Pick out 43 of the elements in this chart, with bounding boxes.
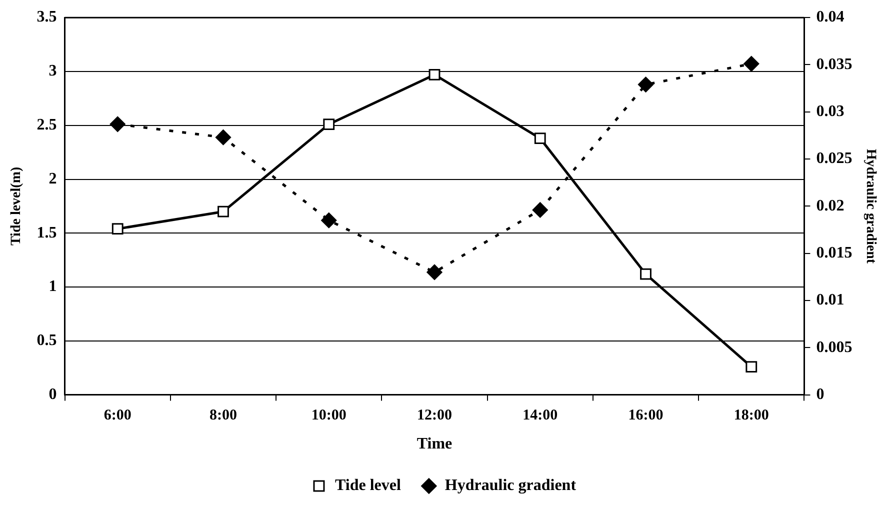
- point: [112, 223, 124, 235]
- y-tick-label: 1: [48, 278, 57, 296]
- y2-tick-label: 0.01: [816, 292, 844, 309]
- y2-tick-label: 0.025: [816, 150, 852, 168]
- y-axis-title: Tide level(m): [9, 166, 24, 246]
- point: [321, 212, 337, 228]
- x-tick-label: 14:00: [522, 408, 558, 424]
- x-tick-label: 10:00: [311, 408, 346, 424]
- y2-tick-label: 0.005: [816, 338, 852, 356]
- point: [218, 206, 229, 218]
- point: [428, 69, 440, 80]
- point: [532, 202, 548, 218]
- point: [323, 118, 335, 130]
- y-tick-label: 3: [48, 62, 57, 80]
- point: [640, 268, 652, 280]
- y-tick-label: 2.5: [36, 116, 57, 134]
- y-tick-label: 0: [48, 386, 57, 403]
- x-tick-label: 16:00: [628, 408, 664, 424]
- y2-tick-label: 0.02: [816, 197, 844, 214]
- y-tick-label: 3.5: [36, 8, 57, 26]
- point: [746, 361, 758, 372]
- legend-label: Tide level: [334, 477, 402, 494]
- x-axis-title: Time: [416, 436, 452, 453]
- y2-tick-label: 0.015: [816, 244, 852, 262]
- y2-tick-label: 0.04: [816, 8, 844, 26]
- y-tick-label: 0.5: [36, 332, 57, 350]
- point: [215, 130, 231, 146]
- point: [426, 264, 442, 280]
- legend-label: Hydraulic gradient: [444, 477, 577, 494]
- y2-tick-label: 0.035: [816, 56, 852, 73]
- x-tick-label: 18:00: [734, 408, 769, 424]
- x-tick-label: 6:00: [104, 408, 132, 424]
- x-tick-label: 12:00: [417, 408, 452, 424]
- point: [744, 56, 760, 72]
- point: [638, 76, 654, 92]
- y-tick-label: 2: [48, 170, 57, 188]
- point: [110, 116, 126, 132]
- y-tick-label: 1.5: [36, 224, 57, 242]
- y2-tick-label: 0: [816, 386, 824, 403]
- x-tick-label: 8:00: [209, 408, 237, 424]
- y2-tick-label: 0.03: [816, 103, 844, 120]
- y2-axis-title: Hydraulic gradient: [862, 148, 878, 264]
- point: [534, 132, 546, 144]
